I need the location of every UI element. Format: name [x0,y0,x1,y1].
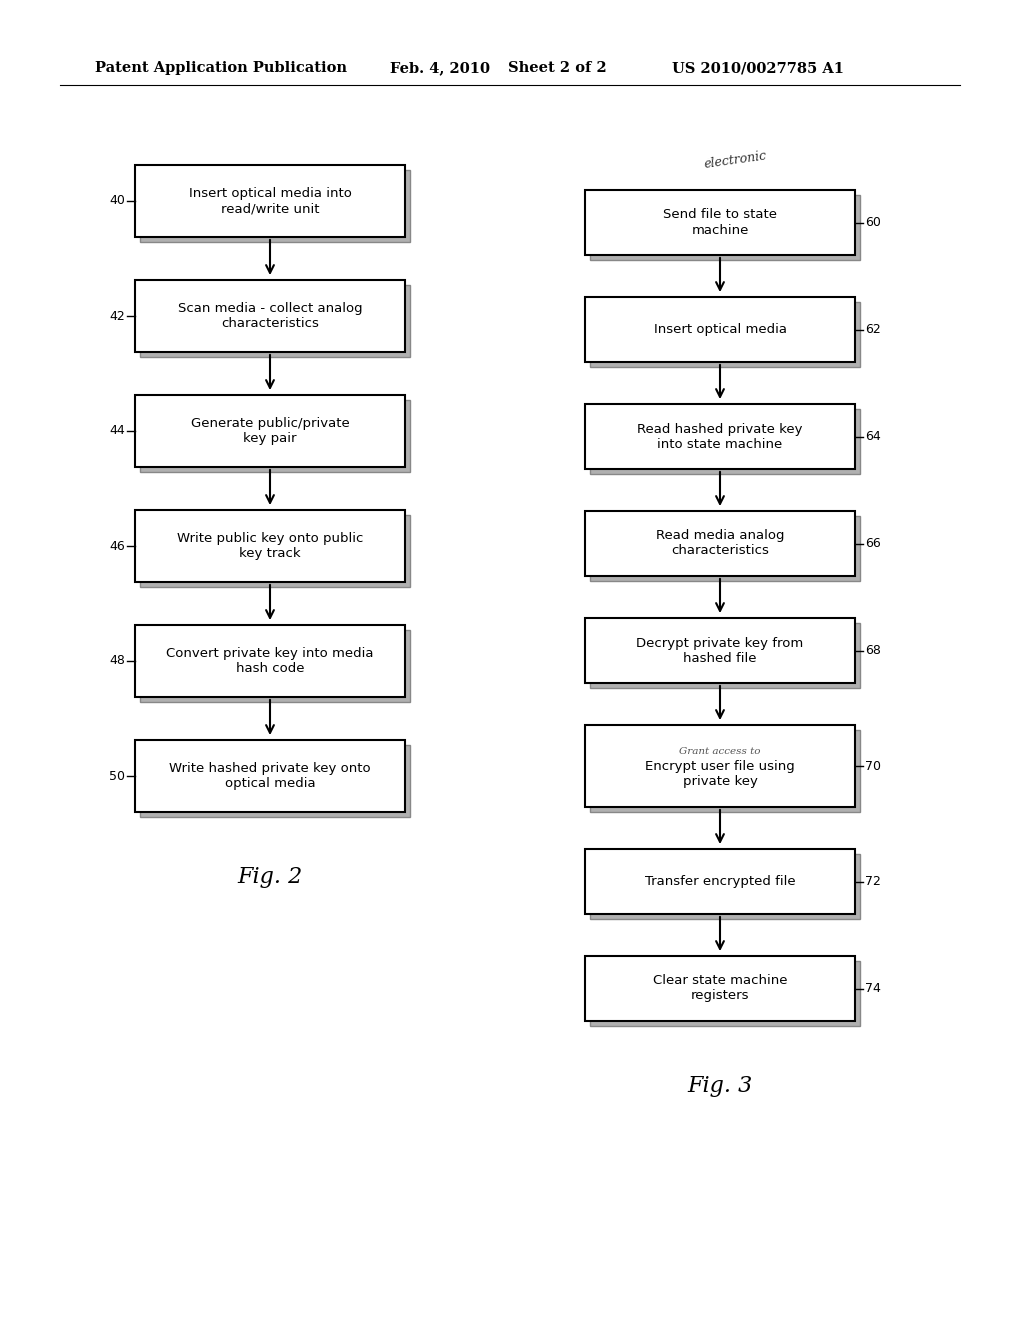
Text: Fig. 2: Fig. 2 [238,866,303,888]
Text: Convert private key into media
hash code: Convert private key into media hash code [166,647,374,675]
Text: 46: 46 [110,540,125,553]
Text: Transfer encrypted file: Transfer encrypted file [645,875,796,888]
Text: 68: 68 [865,644,881,657]
Bar [590,854,860,919]
Text: Sheet 2 of 2: Sheet 2 of 2 [508,61,607,75]
Bar [590,961,860,1026]
Bar [135,624,406,697]
Bar [140,400,410,473]
Bar [590,516,860,581]
Bar [140,515,410,587]
Bar [140,170,410,242]
Text: 48: 48 [110,655,125,668]
Bar [140,285,410,356]
Bar [135,280,406,352]
Text: 40: 40 [110,194,125,207]
Bar [585,297,855,362]
Text: Write hashed private key onto
optical media: Write hashed private key onto optical me… [169,762,371,789]
Bar [585,849,855,913]
Text: Feb. 4, 2010: Feb. 4, 2010 [390,61,490,75]
Text: Generate public/private
key pair: Generate public/private key pair [190,417,349,445]
Text: Decrypt private key from
hashed file: Decrypt private key from hashed file [636,636,804,664]
Bar [585,511,855,576]
Text: 66: 66 [865,537,881,550]
Text: Patent Application Publication: Patent Application Publication [95,61,347,75]
Bar [590,302,860,367]
Text: electronic: electronic [702,149,767,170]
Bar [590,730,860,812]
Text: Clear state machine
registers: Clear state machine registers [652,974,787,1002]
Bar [585,190,855,255]
Text: Read media analog
characteristics: Read media analog characteristics [655,529,784,557]
Text: 44: 44 [110,425,125,437]
Bar [135,510,406,582]
Text: Fig. 3: Fig. 3 [687,1074,753,1097]
Text: Send file to state
machine: Send file to state machine [663,209,777,236]
Bar [590,623,860,688]
Text: Write public key onto public
key track: Write public key onto public key track [177,532,364,560]
Bar [585,404,855,469]
Text: Read hashed private key
into state machine: Read hashed private key into state machi… [637,422,803,450]
Bar [140,744,410,817]
Text: 60: 60 [865,216,881,228]
Text: 50: 50 [109,770,125,783]
Bar [585,725,855,807]
Text: 70: 70 [865,759,881,772]
Text: Insert optical media: Insert optical media [653,323,786,337]
Bar [140,630,410,702]
Text: Grant access to: Grant access to [679,747,761,756]
Text: 74: 74 [865,982,881,995]
Bar [585,618,855,682]
Text: 42: 42 [110,309,125,322]
Text: Insert optical media into
read/write unit: Insert optical media into read/write uni… [188,187,351,215]
Text: Encrypt user file using
private key: Encrypt user file using private key [645,760,795,788]
Bar [135,165,406,238]
Text: 64: 64 [865,430,881,444]
Text: US 2010/0027785 A1: US 2010/0027785 A1 [672,61,844,75]
Text: Scan media - collect analog
characteristics: Scan media - collect analog characterist… [178,302,362,330]
Bar [590,195,860,260]
Bar [135,741,406,812]
Bar [585,956,855,1020]
Bar [590,409,860,474]
Bar [135,395,406,467]
Text: 62: 62 [865,323,881,337]
Text: 72: 72 [865,875,881,888]
